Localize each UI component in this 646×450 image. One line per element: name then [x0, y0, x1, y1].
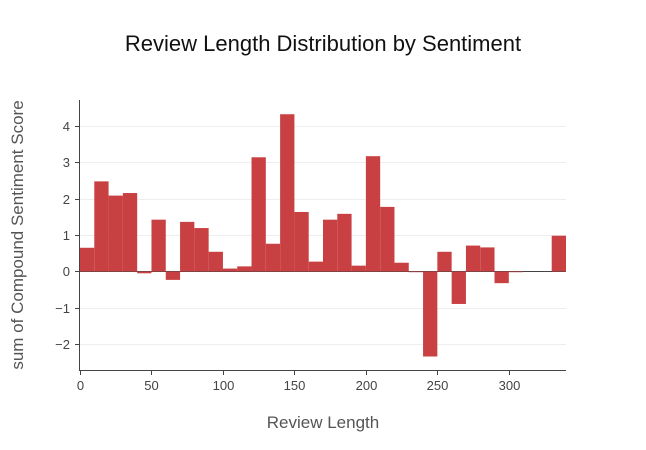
- y-tick-label: −2: [55, 337, 70, 352]
- y-axis-title: sum of Compound Sentiment Score: [8, 100, 27, 369]
- bar: [280, 114, 295, 272]
- bar: [165, 271, 181, 280]
- bar: [80, 247, 95, 272]
- bar: [380, 206, 395, 272]
- bars: [80, 114, 566, 357]
- bar: [208, 251, 223, 272]
- x-axis-title: Review Length: [267, 413, 379, 432]
- bar: [337, 213, 352, 272]
- bar: [194, 228, 209, 272]
- bar: [180, 221, 195, 272]
- bar: [151, 219, 166, 272]
- bar: [408, 271, 424, 273]
- bar: [265, 243, 281, 272]
- bar: [137, 271, 152, 274]
- bar: [451, 271, 466, 304]
- x-tick-label: 300: [499, 378, 521, 393]
- bar: [365, 156, 381, 272]
- x-tick-label: 250: [427, 378, 449, 393]
- y-tick-label: 4: [63, 119, 70, 134]
- bar: [94, 181, 109, 272]
- y-tick-label: 0: [63, 264, 70, 279]
- bar: [551, 235, 566, 272]
- bar: [480, 247, 495, 272]
- bar: [437, 251, 452, 272]
- bar: [494, 271, 509, 284]
- y-tick-label: −1: [55, 301, 70, 316]
- bar: [222, 268, 238, 272]
- tick-labels: −2 −1 0 1 2 3 4 0 50 100 150 200 250 300: [55, 119, 520, 393]
- bar: [308, 261, 323, 272]
- bar: [423, 271, 438, 357]
- bar: [351, 265, 366, 272]
- y-tick-label: 3: [63, 155, 70, 170]
- bar: [323, 219, 338, 272]
- bar: [251, 157, 266, 272]
- chart-title: Review Length Distribution by Sentiment: [125, 31, 521, 56]
- x-tick-label: 200: [356, 378, 378, 393]
- y-tick-label: 1: [63, 228, 70, 243]
- bar: [294, 212, 309, 272]
- bar: [394, 262, 409, 272]
- x-tick-label: 50: [144, 378, 158, 393]
- bar: [108, 195, 123, 272]
- y-tick-label: 2: [63, 192, 70, 207]
- x-tick-label: 100: [213, 378, 235, 393]
- bar: [508, 271, 524, 273]
- x-tick-label: 150: [284, 378, 306, 393]
- bar: [237, 266, 252, 272]
- x-tick-label: 0: [77, 378, 84, 393]
- bar: [465, 245, 481, 272]
- bar: [122, 193, 138, 272]
